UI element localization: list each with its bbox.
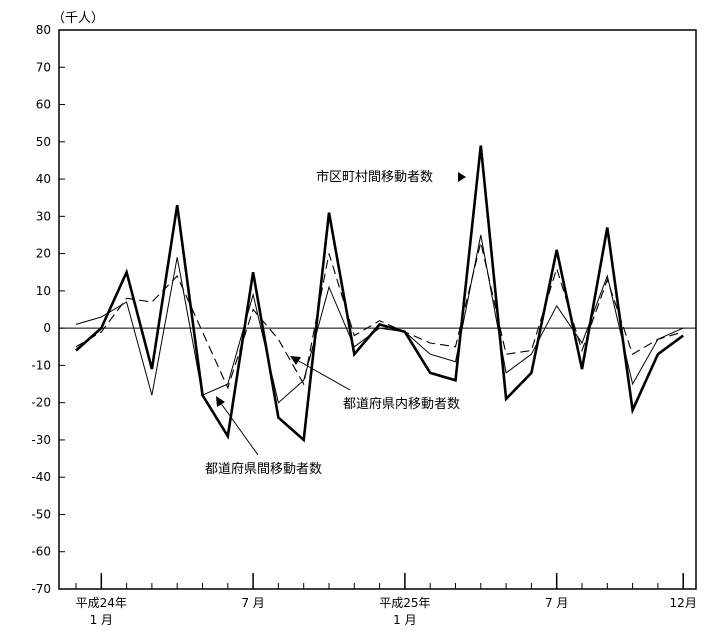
y-tick-label: -10 (31, 358, 51, 372)
y-tick-label: -30 (31, 433, 51, 447)
annotation-municipal: 市区町村間移動者数 (316, 169, 433, 185)
y-tick-label: -70 (31, 582, 51, 596)
y-tick-label: -50 (31, 507, 51, 521)
series-line-bold (75, 145, 684, 443)
annotation-municipal-arrow (458, 172, 466, 182)
y-tick-label: -40 (31, 470, 51, 484)
annotation-inter-prefecture-arrowhead (216, 396, 225, 407)
series-line-thin (75, 234, 684, 404)
x-axis: 平成24年 1 月 7 月 平成25年 1 月 7 月 12月 (75, 573, 697, 627)
y-axis: 80 70 60 50 40 30 20 10 0 -10 -20 -30 -40 -50 -60 -70 (31, 23, 65, 596)
y-tick-label: 60 (36, 98, 51, 112)
series-line-dashed (75, 242, 684, 390)
annotation-inter-prefecture: 都道府県間移動者数 (205, 462, 322, 477)
y-tick-label: 20 (36, 247, 51, 261)
x-tick-label: 平成24年 (76, 596, 127, 610)
y-tick-label: -20 (31, 396, 51, 410)
annotation-intra-prefecture-arrowhead (290, 356, 301, 365)
plot-frame (58, 29, 697, 590)
y-tick-label: 0 (43, 321, 51, 335)
annotation-inter-prefecture-arrow (219, 401, 259, 456)
y-tick-label: -60 (31, 545, 51, 559)
annotation-layer: 市区町村間移動者数 都道府県内移動者数 都道府県間移動者数 (205, 169, 466, 477)
x-tick-label: 7 月 (241, 596, 264, 610)
y-tick-label: 80 (36, 23, 51, 37)
x-tick-label-line2: 1 月 (90, 613, 113, 627)
annotation-intra-prefecture-arrow (296, 359, 351, 391)
annotation-intra-prefecture: 都道府県内移動者数 (343, 396, 460, 412)
y-tick-label: 10 (36, 284, 51, 298)
x-tick-label-line2: 1 月 (393, 613, 416, 627)
x-tick-label: 平成25年 (379, 596, 430, 610)
y-tick-label: 30 (36, 209, 51, 223)
series-layer (75, 145, 684, 443)
x-tick-label: 12月 (670, 596, 697, 610)
y-tick-label: 50 (36, 135, 51, 149)
x-tick-label: 7 月 (545, 596, 568, 610)
y-tick-label: 40 (36, 172, 51, 186)
y-tick-label: 70 (36, 60, 51, 74)
y-unit-label: （千人） (52, 11, 104, 26)
